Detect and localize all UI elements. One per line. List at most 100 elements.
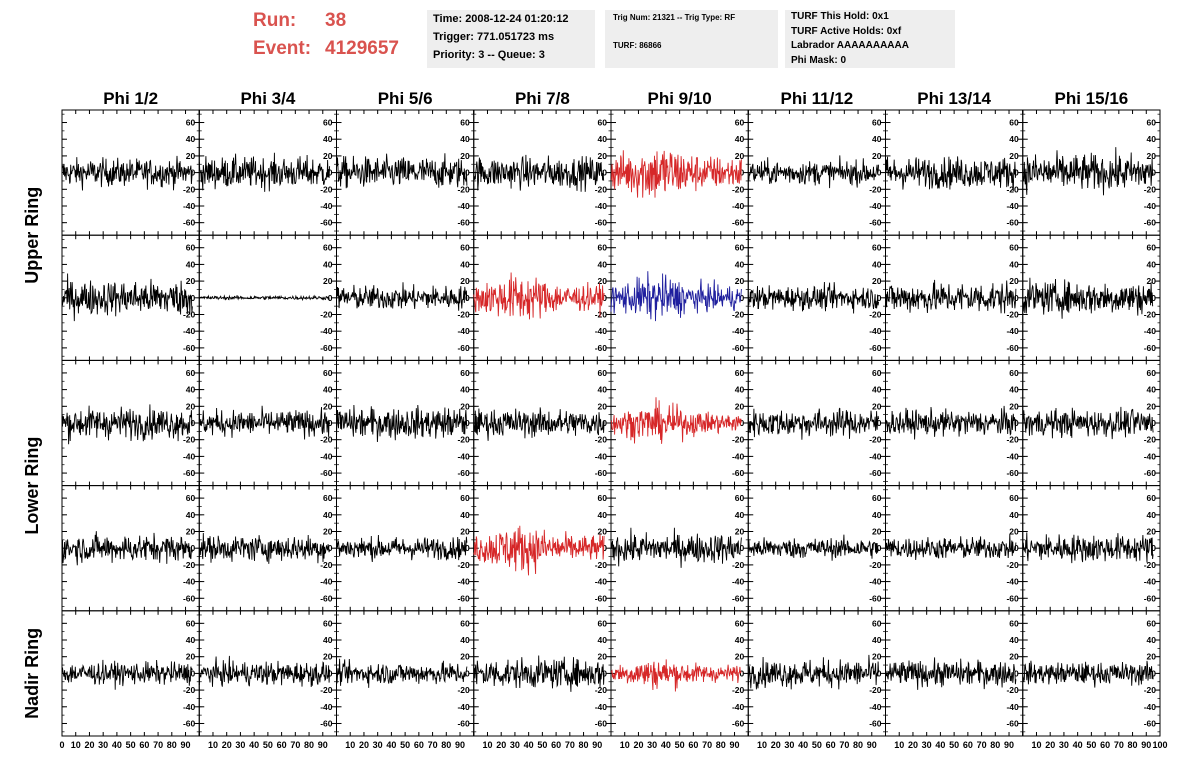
y-tick-label: -20 — [869, 560, 882, 570]
priority-text: Priority: 3 -- Queue: 3 — [433, 49, 545, 61]
y-tick-label: 20 — [1147, 401, 1157, 411]
y-tick-label: -20 — [869, 184, 882, 194]
x-tick-label: 90 — [181, 740, 191, 750]
y-tick-label: 60 — [872, 243, 882, 253]
run-label: Run: — [253, 10, 297, 31]
y-tick-label: 40 — [872, 134, 882, 144]
waveform-trace — [336, 658, 468, 688]
y-tick-label: 60 — [872, 118, 882, 128]
y-tick-label: 0 — [465, 168, 470, 178]
y-tick-label: -40 — [183, 451, 196, 461]
waveform-trace — [885, 533, 1017, 561]
y-tick-label: 20 — [598, 652, 608, 662]
y-tick-label: -60 — [1144, 343, 1157, 353]
y-tick-label: 60 — [598, 243, 608, 253]
y-tick-label: 20 — [872, 527, 882, 537]
x-tick-label: 40 — [524, 740, 534, 750]
y-tick-label: -60 — [457, 218, 470, 228]
y-tick-label: -60 — [869, 218, 882, 228]
y-tick-label: -20 — [869, 435, 882, 445]
waveform-trace — [885, 156, 1017, 192]
waveform-trace — [198, 294, 330, 302]
waveform-trace — [61, 659, 193, 690]
y-tick-label: 60 — [872, 493, 882, 503]
y-tick-label: 0 — [877, 543, 882, 553]
y-tick-label: -20 — [1006, 309, 1019, 319]
waveform-trace — [610, 150, 742, 198]
waveform-trace — [885, 657, 1017, 690]
x-tick-label: 90 — [318, 740, 328, 750]
turf-active-holds-text: TURF Active Holds: 0xf — [791, 25, 902, 37]
y-tick-label: -20 — [320, 435, 333, 445]
y-tick-label: 60 — [1009, 618, 1019, 628]
y-tick-label: 40 — [1009, 635, 1019, 645]
x-tick-label: 90 — [867, 740, 877, 750]
waveform-trace — [610, 271, 742, 322]
x-tick-label: 60 — [826, 740, 836, 750]
y-tick-label: 0 — [328, 668, 333, 678]
trig-num-text: Trig Num: 21321 -- Trig Type: RF — [613, 13, 736, 22]
y-tick-label: -60 — [320, 718, 333, 728]
y-tick-label: 0 — [602, 543, 607, 553]
y-tick-label: 20 — [872, 276, 882, 286]
y-tick-label: -60 — [183, 468, 196, 478]
y-tick-label: -60 — [869, 718, 882, 728]
y-tick-label: 0 — [740, 418, 745, 428]
y-tick-label: -40 — [320, 326, 333, 336]
y-tick-label: -20 — [320, 184, 333, 194]
x-tick-label: 60 — [963, 740, 973, 750]
waveform-trace — [885, 279, 1017, 314]
y-tick-label: -20 — [320, 685, 333, 695]
x-tick-label: 20 — [771, 740, 781, 750]
y-tick-label: -60 — [457, 718, 470, 728]
y-tick-label: 0 — [328, 168, 333, 178]
y-tick-label: -20 — [320, 560, 333, 570]
y-tick-label: 60 — [735, 243, 745, 253]
y-tick-label: 60 — [735, 368, 745, 378]
y-tick-label: 40 — [186, 635, 196, 645]
y-tick-label: 40 — [872, 385, 882, 395]
x-tick-label: 70 — [153, 740, 163, 750]
column-title: Phi 1/2 — [103, 89, 158, 108]
y-tick-label: -20 — [320, 309, 333, 319]
y-tick-label: 40 — [1147, 134, 1157, 144]
y-tick-label: 60 — [460, 493, 470, 503]
event-label: Event: — [253, 38, 312, 59]
x-tick-label: 70 — [702, 740, 712, 750]
column-title: Phi 9/10 — [647, 89, 711, 108]
y-tick-label: 60 — [186, 368, 196, 378]
column-title: Phi 15/16 — [1055, 89, 1129, 108]
y-tick-label: 60 — [598, 118, 608, 128]
x-tick-label: 60 — [139, 740, 149, 750]
x-tick-label: 30 — [922, 740, 932, 750]
y-tick-label: 60 — [598, 368, 608, 378]
y-tick-label: 20 — [1009, 151, 1019, 161]
x-tick-label: 80 — [167, 740, 177, 750]
y-tick-label: -40 — [1144, 326, 1157, 336]
y-tick-label: -40 — [595, 326, 608, 336]
waveform-trace — [61, 404, 193, 445]
waveform-trace — [336, 153, 468, 189]
y-tick-label: 40 — [323, 134, 333, 144]
y-tick-label: -60 — [869, 468, 882, 478]
y-tick-label: -20 — [457, 685, 470, 695]
y-tick-label: -20 — [732, 184, 745, 194]
y-tick-label: 40 — [598, 259, 608, 269]
y-tick-label: 60 — [460, 368, 470, 378]
waveform-trace — [473, 272, 605, 320]
y-tick-label: -60 — [1144, 718, 1157, 728]
y-tick-label: -60 — [1006, 593, 1019, 603]
y-tick-label: 60 — [735, 618, 745, 628]
y-tick-label: 20 — [323, 652, 333, 662]
x-tick-label: 30 — [98, 740, 108, 750]
y-tick-label: 0 — [740, 293, 745, 303]
y-tick-label: 60 — [460, 243, 470, 253]
y-tick-label: 0 — [740, 543, 745, 553]
y-tick-label: -40 — [869, 201, 882, 211]
y-tick-label: -60 — [1006, 343, 1019, 353]
y-tick-label: 20 — [323, 527, 333, 537]
x-tick-label: 30 — [510, 740, 520, 750]
y-tick-label: 60 — [186, 493, 196, 503]
y-tick-label: -40 — [1006, 451, 1019, 461]
y-tick-label: -40 — [869, 451, 882, 461]
